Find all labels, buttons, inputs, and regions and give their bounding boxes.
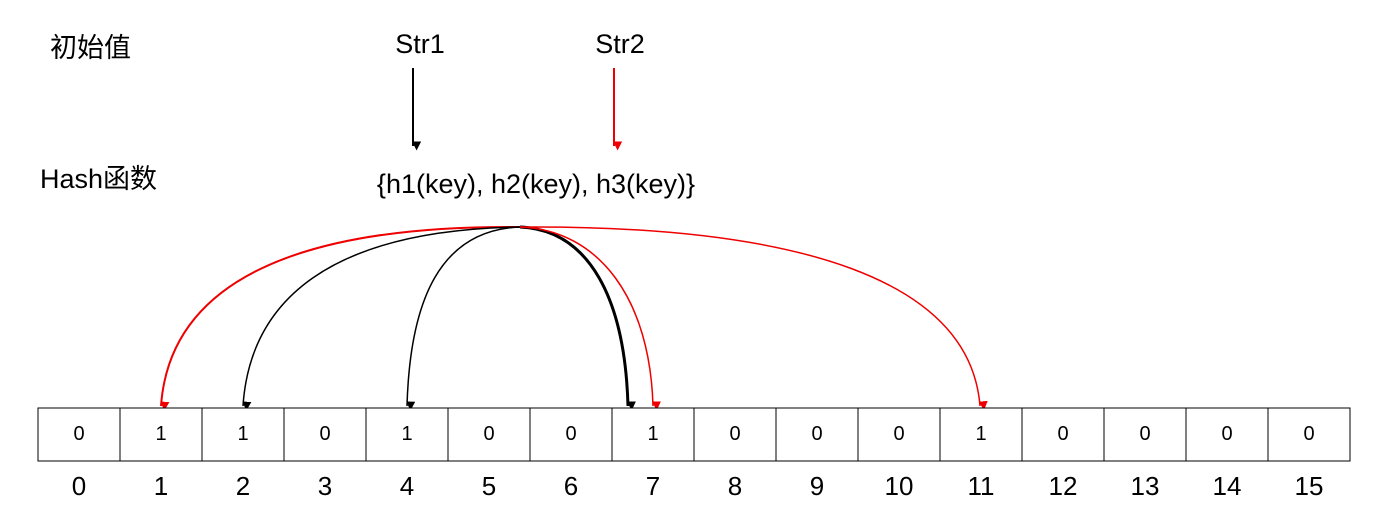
cell-index: 12	[1049, 471, 1078, 501]
hash-arrow	[160, 225, 521, 411]
cell-box	[693, 407, 777, 462]
cell-index: 14	[1213, 471, 1242, 501]
cell-value: 0	[319, 423, 330, 445]
cell-index: 1	[154, 471, 168, 501]
hash-functions: {h1(key), h2(key), h3(key)}	[377, 169, 695, 199]
cell-box	[939, 407, 1023, 462]
cell-box	[447, 407, 531, 462]
hash-arrow	[519, 226, 661, 411]
cell-index: 7	[646, 471, 660, 501]
cell-index: 9	[810, 471, 824, 501]
cell-box	[1185, 407, 1269, 462]
cell-index: 6	[564, 471, 578, 501]
cell-index: 15	[1295, 471, 1324, 501]
hash-arrow	[242, 226, 521, 411]
hash-arrow	[519, 225, 636, 411]
cell-box	[529, 407, 613, 462]
cell-value: 1	[647, 423, 658, 445]
cell-box	[1267, 407, 1351, 462]
cell-value: 1	[155, 423, 166, 445]
cell-value: 0	[1303, 423, 1314, 445]
cell-value: 0	[1221, 423, 1232, 445]
cell-box	[119, 407, 203, 462]
cell-value: 0	[893, 423, 904, 445]
cell-index: 0	[72, 471, 86, 501]
cell-value: 0	[1139, 423, 1150, 445]
cell-box	[201, 407, 285, 462]
cell-value: 0	[1057, 423, 1068, 445]
cell-box	[857, 407, 941, 462]
hash-arrow	[519, 226, 988, 411]
cell-index: 4	[400, 471, 414, 501]
cell-box	[611, 407, 695, 462]
cell-value: 0	[73, 423, 84, 445]
str2-label: Str2	[595, 29, 645, 59]
cell-value: 1	[237, 423, 248, 445]
cell-box	[775, 407, 859, 462]
cell-index: 8	[728, 471, 742, 501]
cell-index: 3	[318, 471, 332, 501]
hash-arrow	[406, 226, 521, 411]
initial-label: 初始值	[50, 33, 131, 63]
cell-index: 11	[968, 471, 995, 501]
cell-value: 0	[729, 423, 740, 445]
cell-value: 0	[811, 423, 822, 445]
hash-label: Hash函数	[40, 164, 157, 194]
cell-value: 1	[401, 423, 412, 445]
cell-index: 13	[1131, 471, 1160, 501]
cell-box	[1103, 407, 1187, 462]
cell-box	[283, 407, 367, 462]
cell-index: 2	[236, 471, 250, 501]
cell-box	[37, 407, 121, 462]
cell-box	[1021, 407, 1105, 462]
cell-index: 10	[885, 471, 914, 501]
arrows	[160, 68, 988, 411]
str1-label: Str1	[395, 29, 445, 59]
bit-array: 0 1 1 0 1 0 0 1 0 0 0 1 0 0 0 00 1 2 3 4 5 6 7 8 9 10 11 12 13 14 15	[37, 407, 1351, 501]
cell-index: 5	[482, 471, 496, 501]
cell-value: 0	[565, 423, 576, 445]
cell-value: 1	[975, 423, 986, 445]
cell-value: 0	[483, 423, 494, 445]
